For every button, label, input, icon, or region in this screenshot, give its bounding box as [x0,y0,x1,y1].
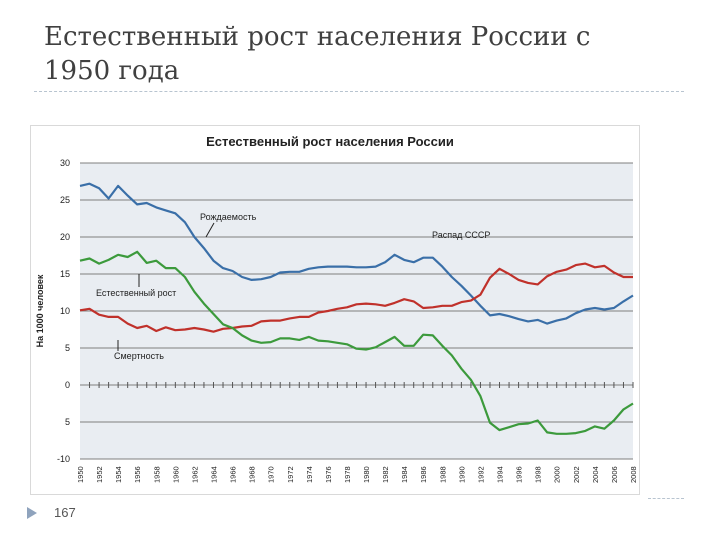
annotation-births: Рождаемость [200,212,257,222]
x-tick-label: 1984 [400,466,409,483]
y-tick-label: 0 [65,380,70,390]
y-tick-label: 10 [60,306,70,316]
page-number: 167 [54,505,76,520]
y-tick-label: -10 [57,454,70,464]
x-tick-label: 1950 [76,466,85,483]
x-tick-label: 1958 [152,466,161,483]
x-tick-label: 1972 [286,466,295,483]
x-tick-label: 1976 [324,466,333,483]
annotation-deaths: Смертность [114,351,164,361]
y-tick-label: 15 [60,269,70,279]
footer-divider [648,498,684,499]
y-tick-label: 20 [60,232,70,242]
x-tick-label: 1978 [343,466,352,483]
x-tick-label: 1974 [305,466,314,483]
x-tick-label: 1982 [381,466,390,483]
y-tick-label: 30 [60,158,70,168]
x-tick-label: 1996 [515,466,524,483]
x-tick-label: 1980 [362,466,371,483]
chart-title: Естественный рост населения России [206,134,454,149]
population-growth-chart: Естественный рост населения России 30 25 2… [30,125,640,495]
annotation-growth: Естественный рост [96,288,176,298]
x-tick-label: 1952 [95,466,104,483]
annotation-births-leader [205,222,215,238]
x-tick-label: 1966 [229,466,238,483]
series-line-births [79,182,634,325]
x-tick-label: 2008 [629,466,638,483]
y-tick-label: 25 [60,195,70,205]
x-tick-label: 1954 [114,466,123,483]
x-tick-label: 1962 [190,466,199,483]
x-tick-label: 1992 [476,466,485,483]
y-axis-label: На 1000 человек [35,274,45,347]
y-tick-label: 5 [65,343,70,353]
series-line-growth [79,250,634,435]
x-tick-label: 1988 [438,466,447,483]
annotation-ussr: Распад СССР [432,230,490,240]
x-tick-label: 1968 [248,466,257,483]
y-tick-label: 5 [65,417,70,427]
x-tick-label: 1994 [496,466,505,483]
x-tick-label: 2002 [572,466,581,483]
x-tick-label: 1990 [457,466,466,483]
slide-title: Естественный рост населения России с 195… [44,22,591,86]
x-tick-label: 1960 [171,466,180,483]
x-tick-label: 1964 [209,466,218,483]
x-tick-label: 2006 [610,466,619,483]
x-tick-label: 1970 [267,466,276,483]
title-divider [34,91,684,92]
x-tick-label: 1986 [419,466,428,483]
triangle-bullet-icon [27,507,37,519]
x-tick-label: 2004 [591,466,600,483]
x-tick-label: 2000 [553,466,562,483]
series-line-deaths [79,262,633,333]
x-tick-label: 1956 [133,466,142,483]
x-tick-label: 1998 [534,466,543,483]
